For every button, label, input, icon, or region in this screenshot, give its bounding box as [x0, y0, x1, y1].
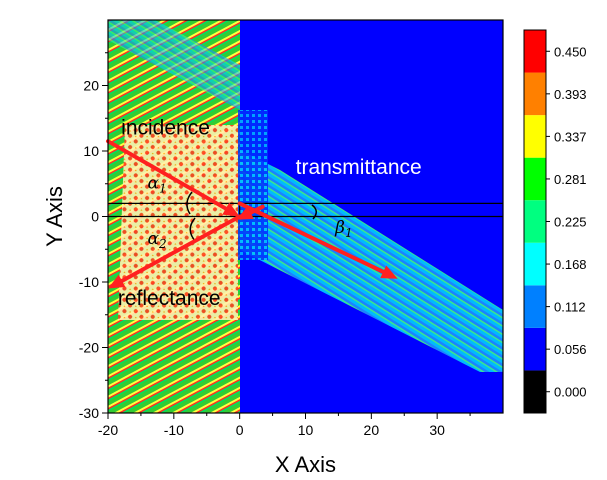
arrow-head-1: [108, 274, 126, 289]
colorbar-label: 0.112: [554, 300, 586, 315]
colorbar-label: 0.337: [554, 129, 587, 144]
colorbar-segment-0: [524, 370, 546, 413]
arrow-1: [120, 214, 242, 283]
y-tick-label: -20: [79, 340, 99, 356]
x-tick-label: -20: [98, 422, 118, 438]
colorbar-label: 0.281: [554, 172, 587, 187]
x-tick-label: 10: [298, 422, 314, 438]
x-tick-label: 0: [236, 422, 244, 438]
y-axis-title: Y Axis: [42, 186, 67, 247]
annotation-1: transmittance: [296, 156, 422, 179]
x-tick-label: 30: [429, 422, 445, 438]
y-tick-label: 10: [83, 143, 99, 159]
colorbar-label: 0.450: [554, 44, 587, 59]
arrow-head-2: [380, 265, 398, 279]
colorbar-segment-8: [524, 30, 546, 73]
colorbar-segment-7: [524, 72, 546, 116]
y-tick-label: 0: [91, 209, 99, 225]
colorbar-segment-4: [524, 200, 546, 243]
y-tick-label: -30: [79, 405, 99, 421]
transmitted-beam-field: [240, 150, 503, 372]
arrow-head-3: [236, 206, 254, 220]
arrow-head-0: [222, 202, 240, 217]
angle-arc-2: [311, 204, 317, 220]
y-tick-label: 20: [83, 78, 99, 94]
interference-zone: [118, 125, 238, 320]
colorbar-segment-2: [524, 285, 546, 328]
colorbar-segment-1: [524, 327, 546, 371]
annotation-2: reflectance: [118, 287, 221, 310]
colorbar-segment-5: [524, 157, 546, 201]
colorbar-label: 0.225: [554, 215, 587, 230]
angle-arc-0: [186, 191, 193, 215]
colorbar-segment-3: [524, 242, 546, 286]
annotation-0: incidence: [121, 117, 210, 140]
colorbar-label: 0.056: [554, 342, 587, 357]
arrow-2: [237, 201, 386, 274]
arrow-3: [248, 204, 265, 215]
interface-dots: [238, 110, 268, 260]
upper-faint-beam: [108, 20, 240, 110]
x-tick-label: 20: [364, 422, 380, 438]
arrow-0: [106, 139, 228, 211]
colorbar-label: 0.393: [554, 87, 587, 102]
x-axis-title: X Axis: [275, 452, 336, 477]
colorbar-label: 0.168: [554, 257, 587, 272]
y-tick-label: -10: [79, 274, 99, 290]
colorbar-segment-6: [524, 115, 546, 158]
colorbar-label: 0.000: [554, 385, 587, 400]
x-tick-label: -10: [164, 422, 184, 438]
